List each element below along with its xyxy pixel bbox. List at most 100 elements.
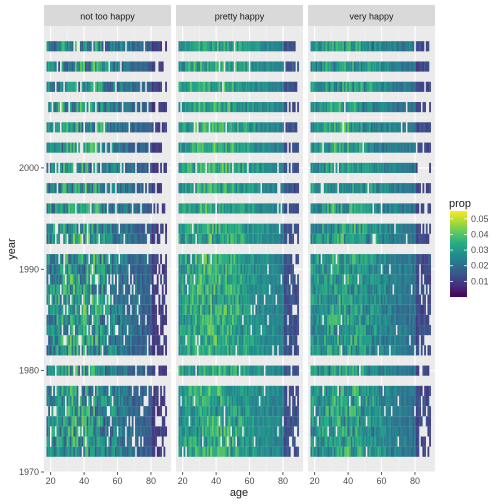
heatmap-cell [104, 446, 107, 457]
heatmap-cell [332, 446, 335, 457]
heatmap-cell [335, 294, 338, 305]
heatmap-cell [161, 284, 164, 295]
heatmap-cell [348, 304, 351, 315]
heatmap-cell [125, 284, 127, 295]
heatmap-cell [310, 335, 313, 346]
heatmap-cell [66, 223, 69, 234]
heatmap-cell [128, 365, 131, 376]
heatmap-cell [88, 325, 91, 336]
heatmap-cell [188, 61, 191, 72]
heatmap-cell [333, 335, 336, 346]
heatmap-cell [111, 436, 114, 447]
heatmap-cell [141, 314, 144, 326]
heatmap-cell [247, 122, 249, 133]
heatmap-cell [252, 142, 254, 153]
heatmap-cell [345, 395, 348, 407]
heatmap-cell [278, 274, 281, 285]
heatmap-cell [208, 203, 211, 214]
heatmap-cell [146, 81, 149, 92]
heatmap-cell [236, 426, 239, 437]
heatmap-cell [273, 365, 276, 376]
heatmap-cell [238, 446, 241, 457]
heatmap-cell [49, 314, 52, 326]
heatmap-cell [348, 274, 351, 285]
heatmap-cell [121, 426, 124, 437]
heatmap-cell [265, 274, 268, 285]
heatmap-cell [379, 345, 381, 356]
heatmap-cell [161, 325, 164, 336]
heatmap-cell [69, 162, 72, 173]
heatmap-cell [138, 203, 141, 214]
heatmap-cell [76, 61, 79, 72]
heatmap-cell [340, 416, 343, 427]
heatmap-cell [141, 274, 144, 285]
heatmap-cell [355, 314, 358, 326]
heatmap-cell [262, 385, 264, 396]
heatmap-cell [263, 325, 266, 336]
heatmap-cell [228, 274, 231, 285]
heatmap-cell [83, 395, 86, 407]
heatmap-cell [66, 436, 69, 447]
heatmap-cell [270, 385, 273, 396]
heatmap-cell [146, 365, 149, 376]
heatmap-cell [118, 203, 121, 214]
heatmap-cell [407, 294, 410, 305]
heatmap-cell [236, 264, 239, 275]
heatmap-cell [83, 365, 86, 376]
heatmap-cell [163, 365, 166, 376]
heatmap-cell [216, 345, 219, 356]
heatmap-cell [238, 314, 241, 326]
heatmap-cell [275, 395, 278, 407]
heatmap-cell [218, 102, 221, 113]
heatmap-cell [94, 81, 97, 92]
heatmap-cell [59, 223, 62, 234]
heatmap-cell [257, 61, 259, 72]
heatmap-cell [201, 102, 204, 113]
heatmap-cell [165, 284, 167, 295]
heatmap-cell [210, 61, 213, 72]
heatmap-cell [116, 41, 119, 52]
heatmap-cell [151, 81, 154, 92]
heatmap-cell [108, 142, 111, 153]
heatmap-cell [143, 233, 146, 244]
heatmap-cell [83, 314, 86, 326]
heatmap-cell [414, 264, 416, 275]
heatmap-cell [211, 406, 214, 417]
heatmap-cell [48, 345, 50, 356]
heatmap-cell [399, 365, 401, 376]
heatmap-cell [136, 284, 139, 295]
heatmap-cell [273, 254, 276, 265]
heatmap-cell [368, 304, 371, 315]
heatmap-cell [84, 142, 87, 153]
heatmap-cell [146, 41, 149, 52]
heatmap-cell [420, 325, 423, 336]
heatmap-cell [374, 365, 376, 376]
heatmap-cell [98, 203, 101, 214]
heatmap-cell [68, 436, 71, 447]
heatmap-cell [191, 335, 194, 346]
heatmap-cell [79, 41, 82, 52]
heatmap-cell [135, 122, 137, 133]
heatmap-cell [138, 406, 141, 417]
heatmap-cell [46, 325, 49, 336]
heatmap-cell [63, 41, 66, 52]
heatmap-cell [115, 304, 117, 315]
heatmap-cell [151, 223, 154, 234]
heatmap-cell [272, 365, 274, 376]
heatmap-cell [106, 416, 109, 427]
heatmap-cell [410, 385, 413, 396]
heatmap-cell [363, 264, 366, 275]
heatmap-cell [63, 233, 66, 244]
heatmap-cell [183, 233, 186, 244]
heatmap-cell [130, 314, 132, 326]
heatmap-cell [240, 61, 243, 72]
heatmap-cell [56, 385, 59, 396]
heatmap-cell [236, 325, 239, 336]
heatmap-cell [357, 294, 360, 305]
heatmap-cell [120, 264, 122, 275]
heatmap-cell [427, 416, 430, 427]
heatmap-cell [51, 294, 54, 305]
heatmap-cell [417, 345, 420, 356]
heatmap-cell [133, 304, 136, 315]
heatmap-cell [374, 335, 376, 346]
